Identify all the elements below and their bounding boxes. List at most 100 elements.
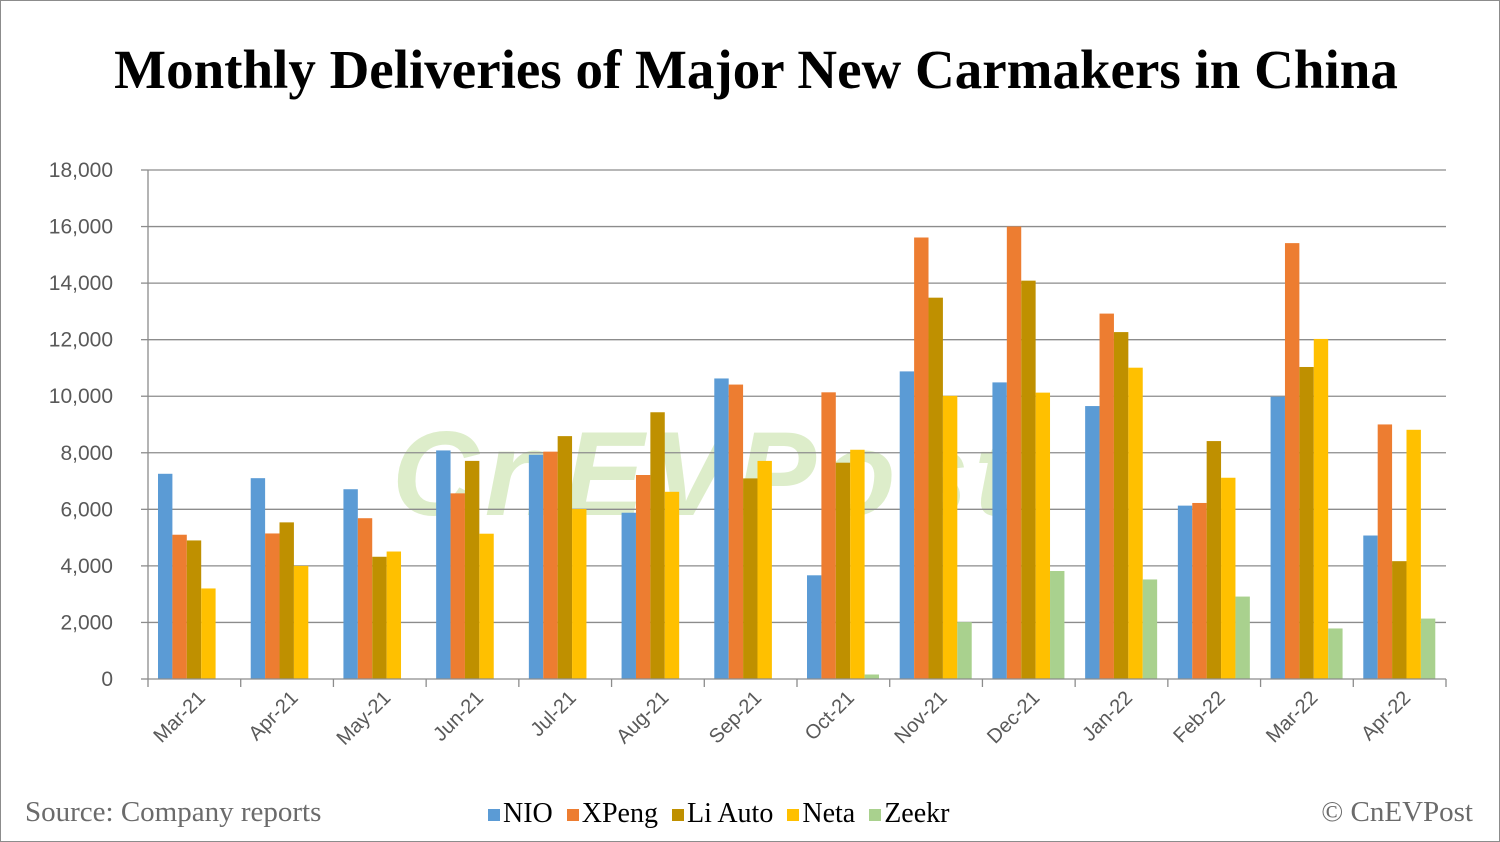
x-tick-label: Feb-22 [1169, 687, 1229, 747]
y-tick-label: 8,000 [60, 442, 113, 465]
bar-li-auto [1206, 441, 1222, 679]
bar-nio [528, 454, 544, 679]
y-tick-label: 0 [101, 668, 113, 691]
bar-neta [664, 491, 680, 679]
bar-nio [1270, 396, 1285, 679]
x-tick-label: May-21 [333, 687, 396, 750]
legend-label: Li Auto [687, 798, 774, 829]
bar-nio [343, 489, 358, 679]
legend-swatch [672, 809, 684, 821]
bar-neta [757, 460, 772, 679]
legend-item-li-auto: Li Auto [672, 798, 773, 830]
legend-label: Neta [802, 798, 856, 829]
y-tick-label: 14,000 [49, 272, 113, 295]
bar-zeekr [1050, 571, 1065, 679]
bar-nio [992, 382, 1007, 679]
bar-xpeng [357, 518, 373, 679]
x-tick-label: Dec-21 [983, 687, 1044, 748]
legend-item-xpeng: XPeng [566, 798, 658, 830]
bars [158, 226, 1436, 680]
bar-neta [1313, 338, 1329, 679]
bar-neta [1128, 367, 1143, 679]
x-tick-label: Apr-21 [245, 687, 303, 745]
bar-li-auto [372, 556, 387, 679]
bar-zeekr [1420, 618, 1436, 679]
bar-xpeng [1284, 243, 1300, 679]
legend-item-zeekr: Zeekr [869, 798, 950, 830]
bar-neta [1221, 477, 1236, 679]
axes [141, 169, 1447, 687]
copyright-note: © CnEVPost [1321, 796, 1473, 828]
bar-xpeng [914, 237, 929, 679]
legend-label: Zeekr [884, 798, 950, 829]
x-axis-ticks: Mar-21 Apr-21 May-21 Jun-21 Jul-21 Aug-21 Sep-… [150, 687, 1416, 750]
bar-neta [386, 551, 402, 679]
y-tick-label: 12,000 [49, 329, 113, 352]
y-tick-label: 2,000 [60, 611, 113, 634]
x-tick-label: Mar-22 [1262, 687, 1322, 747]
chart-title: Monthly Deliveries of Major New Carmaker… [114, 39, 1398, 100]
bar-xpeng [543, 451, 558, 679]
bar-neta [1035, 392, 1051, 679]
bar-neta [572, 509, 587, 679]
bar-nio [1177, 505, 1193, 679]
bar-li-auto [928, 297, 943, 679]
bar-li-auto [186, 540, 202, 679]
bar-li-auto [464, 460, 480, 679]
source-note: Source: Company reports [25, 796, 322, 828]
x-tick-label: Jan-22 [1078, 687, 1137, 746]
bar-xpeng [1192, 502, 1207, 679]
x-tick-label: Nov-21 [890, 687, 951, 748]
y-tick-label: 18,000 [49, 159, 113, 182]
bar-zeekr [1235, 596, 1250, 679]
bar-li-auto [743, 478, 758, 679]
bar-xpeng [821, 392, 836, 679]
bar-nio [1363, 535, 1378, 679]
bar-neta [1406, 429, 1421, 679]
bar-xpeng [728, 384, 744, 679]
bar-xpeng [265, 533, 280, 679]
legend-label: NIO [503, 798, 553, 829]
bar-xpeng [1099, 313, 1114, 679]
legend: NIO XPeng Li Auto Neta Zeekr [488, 798, 950, 830]
bar-li-auto [835, 462, 851, 679]
bar-li-auto [1299, 366, 1314, 679]
x-tick-label: Apr-22 [1357, 687, 1415, 745]
y-tick-label: 4,000 [60, 555, 113, 578]
bar-li-auto [279, 522, 294, 679]
bar-neta [201, 588, 216, 679]
bar-li-auto [1392, 561, 1407, 679]
x-tick-label: Oct-21 [801, 687, 859, 745]
bar-nio [621, 512, 636, 679]
bar-zeekr [1142, 579, 1158, 679]
x-tick-label: Aug-21 [612, 687, 673, 748]
bar-li-auto [650, 412, 665, 679]
bar-zeekr [957, 622, 972, 679]
legend-item-neta: Neta [787, 798, 855, 830]
bar-li-auto [557, 436, 573, 679]
bar-xpeng [450, 493, 465, 679]
bar-li-auto [1113, 332, 1129, 679]
legend-label: XPeng [581, 798, 658, 829]
bar-zeekr [864, 674, 879, 679]
bar-nio [1085, 406, 1100, 679]
y-tick-label: 6,000 [60, 498, 113, 521]
bar-nio [436, 450, 451, 679]
legend-swatch [869, 809, 882, 821]
bar-xpeng [1006, 226, 1022, 680]
legend-swatch [787, 809, 800, 821]
bar-neta [942, 395, 958, 679]
legend-swatch [566, 809, 579, 821]
bar-nio [807, 575, 822, 679]
x-tick-label: Jul-21 [527, 687, 581, 741]
y-tick-label: 10,000 [49, 385, 113, 408]
x-tick-label: Mar-21 [150, 687, 210, 747]
legend-item-nio: NIO [488, 798, 553, 830]
bar-neta [293, 565, 309, 679]
bar-nio [158, 473, 173, 679]
bar-zeekr [1328, 628, 1343, 679]
bar-xpeng [635, 475, 651, 679]
gridlines [148, 169, 1446, 624]
